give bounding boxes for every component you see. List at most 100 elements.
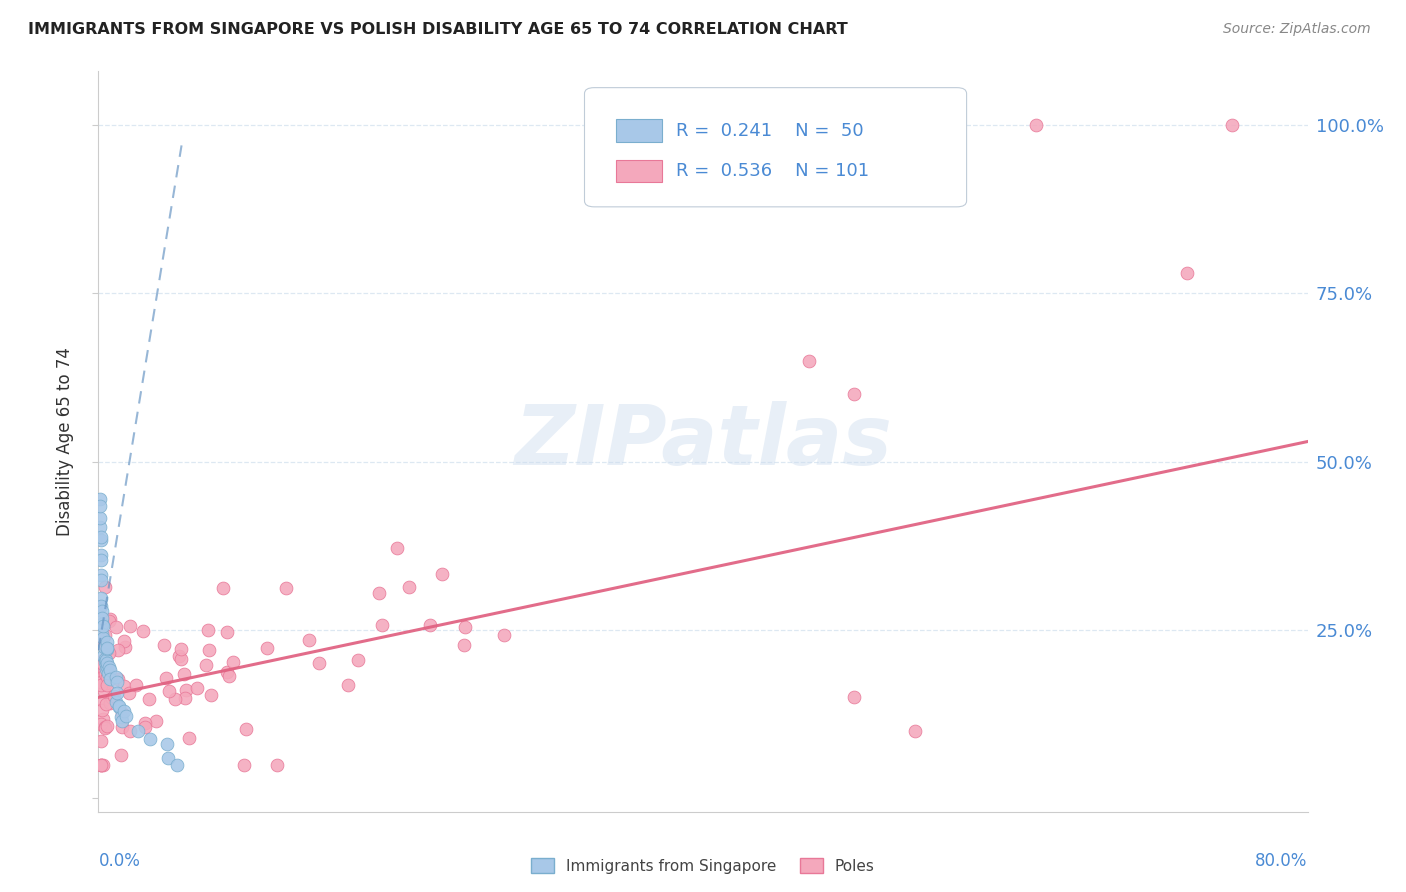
Point — [174, 682, 197, 697]
Point — [844, 387, 866, 401]
Point — [107, 699, 129, 714]
Point — [153, 638, 176, 652]
Point — [98, 614, 121, 628]
FancyBboxPatch shape — [585, 87, 966, 207]
Point — [94, 628, 117, 642]
Point — [94, 666, 117, 681]
Point — [96, 662, 118, 676]
Point — [218, 669, 240, 683]
Point — [94, 654, 117, 668]
Point — [120, 619, 142, 633]
Point — [198, 642, 221, 657]
Point — [177, 731, 200, 745]
Point — [91, 631, 114, 645]
Point — [1024, 118, 1046, 132]
Point — [138, 692, 160, 706]
Point — [91, 626, 114, 640]
Point — [134, 716, 156, 731]
Point — [127, 723, 149, 738]
Point — [96, 642, 118, 657]
Point — [90, 617, 112, 632]
Point — [96, 643, 118, 657]
Point — [111, 721, 134, 735]
Point — [91, 693, 114, 707]
Point — [235, 722, 257, 736]
Point — [170, 651, 193, 665]
Point — [105, 670, 128, 684]
Point — [91, 657, 114, 672]
Point — [94, 658, 117, 673]
Point — [98, 646, 121, 660]
Point — [222, 655, 245, 669]
Point — [96, 635, 118, 649]
Point — [114, 704, 136, 718]
Point — [211, 582, 233, 596]
Point — [96, 678, 118, 692]
Point — [90, 553, 112, 567]
Point — [125, 678, 148, 692]
Point — [215, 625, 238, 640]
Point — [419, 617, 441, 632]
Point — [91, 617, 114, 632]
Point — [105, 686, 128, 700]
Point — [94, 657, 117, 671]
Point — [134, 720, 156, 734]
Point — [233, 757, 256, 772]
Point — [1175, 266, 1198, 280]
Point — [98, 612, 121, 626]
Point — [94, 580, 117, 594]
Point — [197, 624, 219, 638]
Point — [104, 695, 127, 709]
Point — [118, 686, 141, 700]
Point — [91, 611, 114, 625]
Point — [107, 643, 129, 657]
Point — [186, 681, 208, 695]
Point — [94, 653, 117, 667]
Point — [101, 691, 124, 706]
Point — [93, 640, 115, 655]
Point — [145, 714, 167, 729]
Point — [90, 574, 112, 588]
Point — [89, 520, 111, 534]
Point — [112, 634, 135, 648]
Text: R =  0.241    N =  50: R = 0.241 N = 50 — [676, 121, 865, 139]
Point — [157, 684, 180, 698]
Point — [398, 580, 420, 594]
Point — [370, 618, 392, 632]
Point — [367, 586, 389, 600]
Point — [90, 703, 112, 717]
Point — [195, 657, 218, 672]
Point — [104, 620, 127, 634]
Point — [93, 663, 115, 677]
Point — [98, 663, 121, 677]
FancyBboxPatch shape — [616, 161, 662, 183]
Point — [170, 642, 193, 657]
Point — [114, 708, 136, 723]
Point — [432, 567, 454, 582]
Point — [93, 757, 115, 772]
Point — [105, 674, 128, 689]
Point — [96, 656, 118, 670]
Y-axis label: Disability Age 65 to 74: Disability Age 65 to 74 — [56, 347, 75, 536]
Text: ZIPatlas: ZIPatlas — [515, 401, 891, 482]
Point — [797, 118, 820, 132]
Point — [112, 679, 135, 693]
Point — [110, 748, 132, 763]
Point — [166, 758, 188, 772]
FancyBboxPatch shape — [616, 120, 662, 142]
Point — [276, 581, 298, 595]
Point — [453, 638, 475, 652]
Point — [120, 724, 142, 739]
Point — [107, 673, 129, 687]
Point — [89, 500, 111, 514]
Point — [91, 619, 114, 633]
Point — [90, 591, 112, 605]
Point — [93, 652, 115, 666]
Point — [93, 684, 115, 698]
Point — [96, 697, 118, 711]
Point — [200, 688, 222, 702]
Text: Source: ZipAtlas.com: Source: ZipAtlas.com — [1223, 22, 1371, 37]
Point — [165, 692, 187, 706]
Point — [90, 674, 112, 689]
Point — [93, 655, 115, 669]
